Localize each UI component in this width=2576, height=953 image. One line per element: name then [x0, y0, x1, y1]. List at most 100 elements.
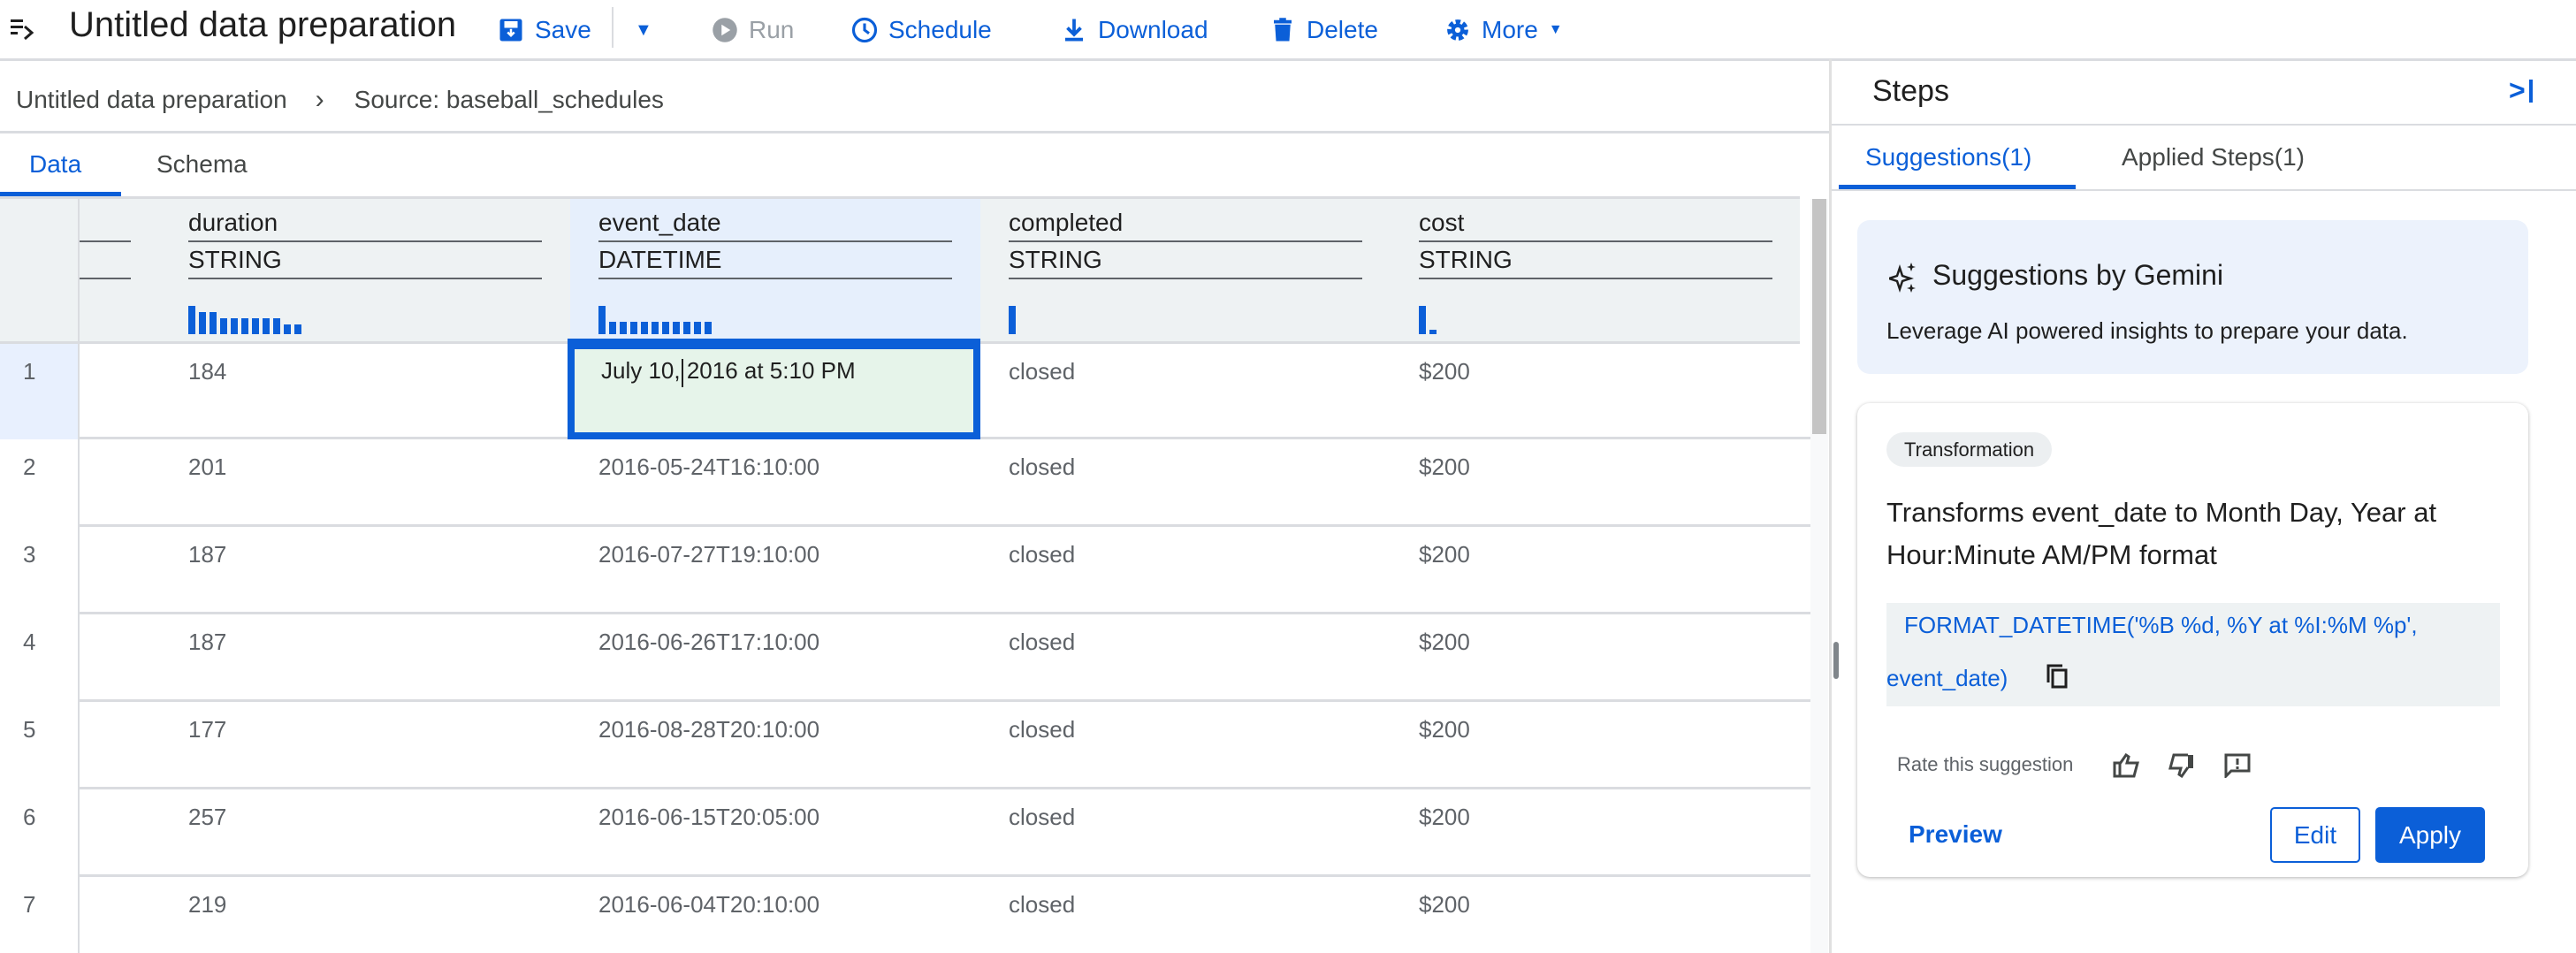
table-cell-duration[interactable]: 187	[188, 629, 227, 655]
download-icon	[1065, 19, 1083, 42]
column-header-cost[interactable]: cost	[1419, 209, 1465, 236]
download-button[interactable]: Download	[1061, 9, 1208, 51]
row-number: 3	[23, 541, 36, 568]
delete-button[interactable]: Delete	[1269, 9, 1378, 51]
table-cell-cost[interactable]: $200	[1419, 804, 1470, 830]
table-cell-completed[interactable]: closed	[1009, 804, 1076, 830]
selected-cell[interactable]	[568, 342, 980, 439]
table-cell-completed[interactable]: closed	[1009, 629, 1076, 655]
histogram-bar	[252, 318, 259, 334]
histogram-bar	[241, 318, 248, 334]
table-cell-cost[interactable]: $200	[1419, 891, 1470, 918]
table-cell-duration[interactable]: 219	[188, 891, 227, 918]
chevron-right-icon: ›	[315, 85, 324, 114]
run-label: Run	[749, 16, 795, 43]
row-divider	[78, 612, 1810, 614]
table-cell-event-date[interactable]: 2016-06-04T20:10:00	[598, 891, 820, 918]
selected-column-indicator	[568, 339, 980, 344]
row-number-column-divider	[78, 199, 80, 953]
code-block: FORMAT_DATETIME('%B %d, %Y at %I:%M %p',…	[1886, 603, 2500, 706]
table-cell-duration[interactable]: 187	[188, 541, 227, 568]
run-button[interactable]: Run	[712, 9, 794, 51]
table-cell-event-date[interactable]: 2016-07-27T19:10:00	[598, 541, 820, 568]
table-cell-completed[interactable]: closed	[1009, 716, 1076, 743]
histogram-bar	[683, 322, 690, 334]
toolbar-separator	[612, 7, 614, 48]
histogram-bar	[210, 312, 217, 334]
table-cell-cost[interactable]: $200	[1419, 454, 1470, 480]
row-divider	[78, 699, 1810, 702]
edit-button[interactable]: Edit	[2270, 807, 2360, 863]
resize-handle[interactable]	[1833, 642, 1839, 679]
thumbs-up-icon[interactable]	[2113, 753, 2139, 778]
row-divider	[78, 874, 1810, 877]
page-title: Untitled data preparation	[69, 5, 457, 44]
collapse-right-icon: >	[2509, 74, 2526, 106]
hidden-column-line	[80, 240, 131, 242]
header-divider	[188, 240, 542, 242]
table-cell-completed[interactable]: closed	[1009, 891, 1076, 918]
suggestion-description: Transforms event_date to Month Day, Year…	[1886, 497, 2437, 570]
trash-icon	[1274, 18, 1292, 42]
tab-label: Suggestions(1)	[1865, 143, 2032, 171]
more-menu-button[interactable]: More ▼	[1444, 9, 1563, 51]
header-divider	[598, 240, 952, 242]
table-cell-cost[interactable]: $200	[1419, 358, 1470, 385]
histogram-bar	[652, 322, 659, 334]
gemini-description: Leverage AI powered insights to prepare …	[1886, 317, 2408, 344]
histogram-bar	[294, 324, 301, 334]
table-cell-cost[interactable]: $200	[1419, 629, 1470, 655]
histogram-bar	[620, 322, 627, 334]
table-cell-cost[interactable]: $200	[1419, 541, 1470, 568]
play-icon	[713, 18, 737, 42]
table-cell-duration[interactable]: 257	[188, 804, 227, 830]
clock-icon	[851, 17, 878, 43]
apply-button[interactable]: Apply	[2375, 807, 2485, 863]
column-header-event_date[interactable]: event_date	[598, 209, 721, 236]
scrollbar-thumb[interactable]	[1812, 199, 1826, 434]
save-button[interactable]: Save	[498, 9, 591, 51]
gemini-title: Suggestions by Gemini	[1932, 259, 2224, 291]
divider	[0, 58, 2576, 61]
save-options-dropdown[interactable]: ▼	[635, 9, 652, 51]
column-type: DATETIME	[598, 246, 722, 273]
table-cell-cost[interactable]: $200	[1419, 716, 1470, 743]
tab-label: Data	[29, 150, 82, 178]
table-cell-event-date[interactable]: 2016-06-26T17:10:00	[598, 629, 820, 655]
vertical-scrollbar[interactable]	[1810, 199, 1828, 953]
table-cell-event-date[interactable]: 2016-08-28T20:10:00	[598, 716, 820, 743]
preview-button[interactable]: Preview	[1909, 820, 2002, 848]
table-cell-completed[interactable]: closed	[1009, 541, 1076, 568]
copy-icon[interactable]	[2046, 663, 2069, 690]
column-header-duration[interactable]: duration	[188, 209, 278, 236]
table-cell-completed[interactable]: closed	[1009, 358, 1076, 385]
header-divider	[188, 278, 542, 279]
table-cell-event-date[interactable]: 2016-06-15T20:05:00	[598, 804, 820, 830]
column-type: STRING	[1419, 246, 1513, 273]
thumbs-down-icon[interactable]	[2168, 753, 2195, 778]
column-type: STRING	[188, 246, 282, 273]
histogram-bar	[199, 312, 206, 334]
more-label: More	[1482, 16, 1538, 43]
tab-suggestions[interactable]: Suggestions(1)	[1839, 126, 2076, 189]
panel-divider	[1829, 59, 1832, 953]
row-number: 4	[23, 629, 36, 655]
selected-cell-value[interactable]: July 10, 2016 at 5:10 PM	[601, 357, 856, 384]
collapse-panel-button[interactable]: >	[2509, 74, 2533, 107]
schedule-button[interactable]: Schedule	[851, 9, 992, 51]
rate-label: Rate this suggestion	[1897, 753, 2074, 775]
histogram-bar	[1429, 330, 1437, 334]
divider	[1832, 124, 2576, 126]
code-line: FORMAT_DATETIME('%B %d, %Y at %I:%M %p',	[1904, 612, 2418, 638]
table-cell-duration[interactable]: 184	[188, 358, 227, 385]
table-cell-event-date[interactable]: 2016-05-24T16:10:00	[598, 454, 820, 480]
text-cursor	[682, 359, 683, 387]
breadcrumb-root[interactable]: Untitled data preparation	[16, 86, 287, 113]
data-prep-icon	[11, 19, 34, 41]
table-cell-completed[interactable]: closed	[1009, 454, 1076, 480]
table-cell-duration[interactable]: 201	[188, 454, 227, 480]
feedback-icon[interactable]	[2224, 753, 2251, 778]
table-cell-duration[interactable]: 177	[188, 716, 227, 743]
tab-data[interactable]: Data	[0, 133, 121, 198]
column-header-completed[interactable]: completed	[1009, 209, 1124, 236]
